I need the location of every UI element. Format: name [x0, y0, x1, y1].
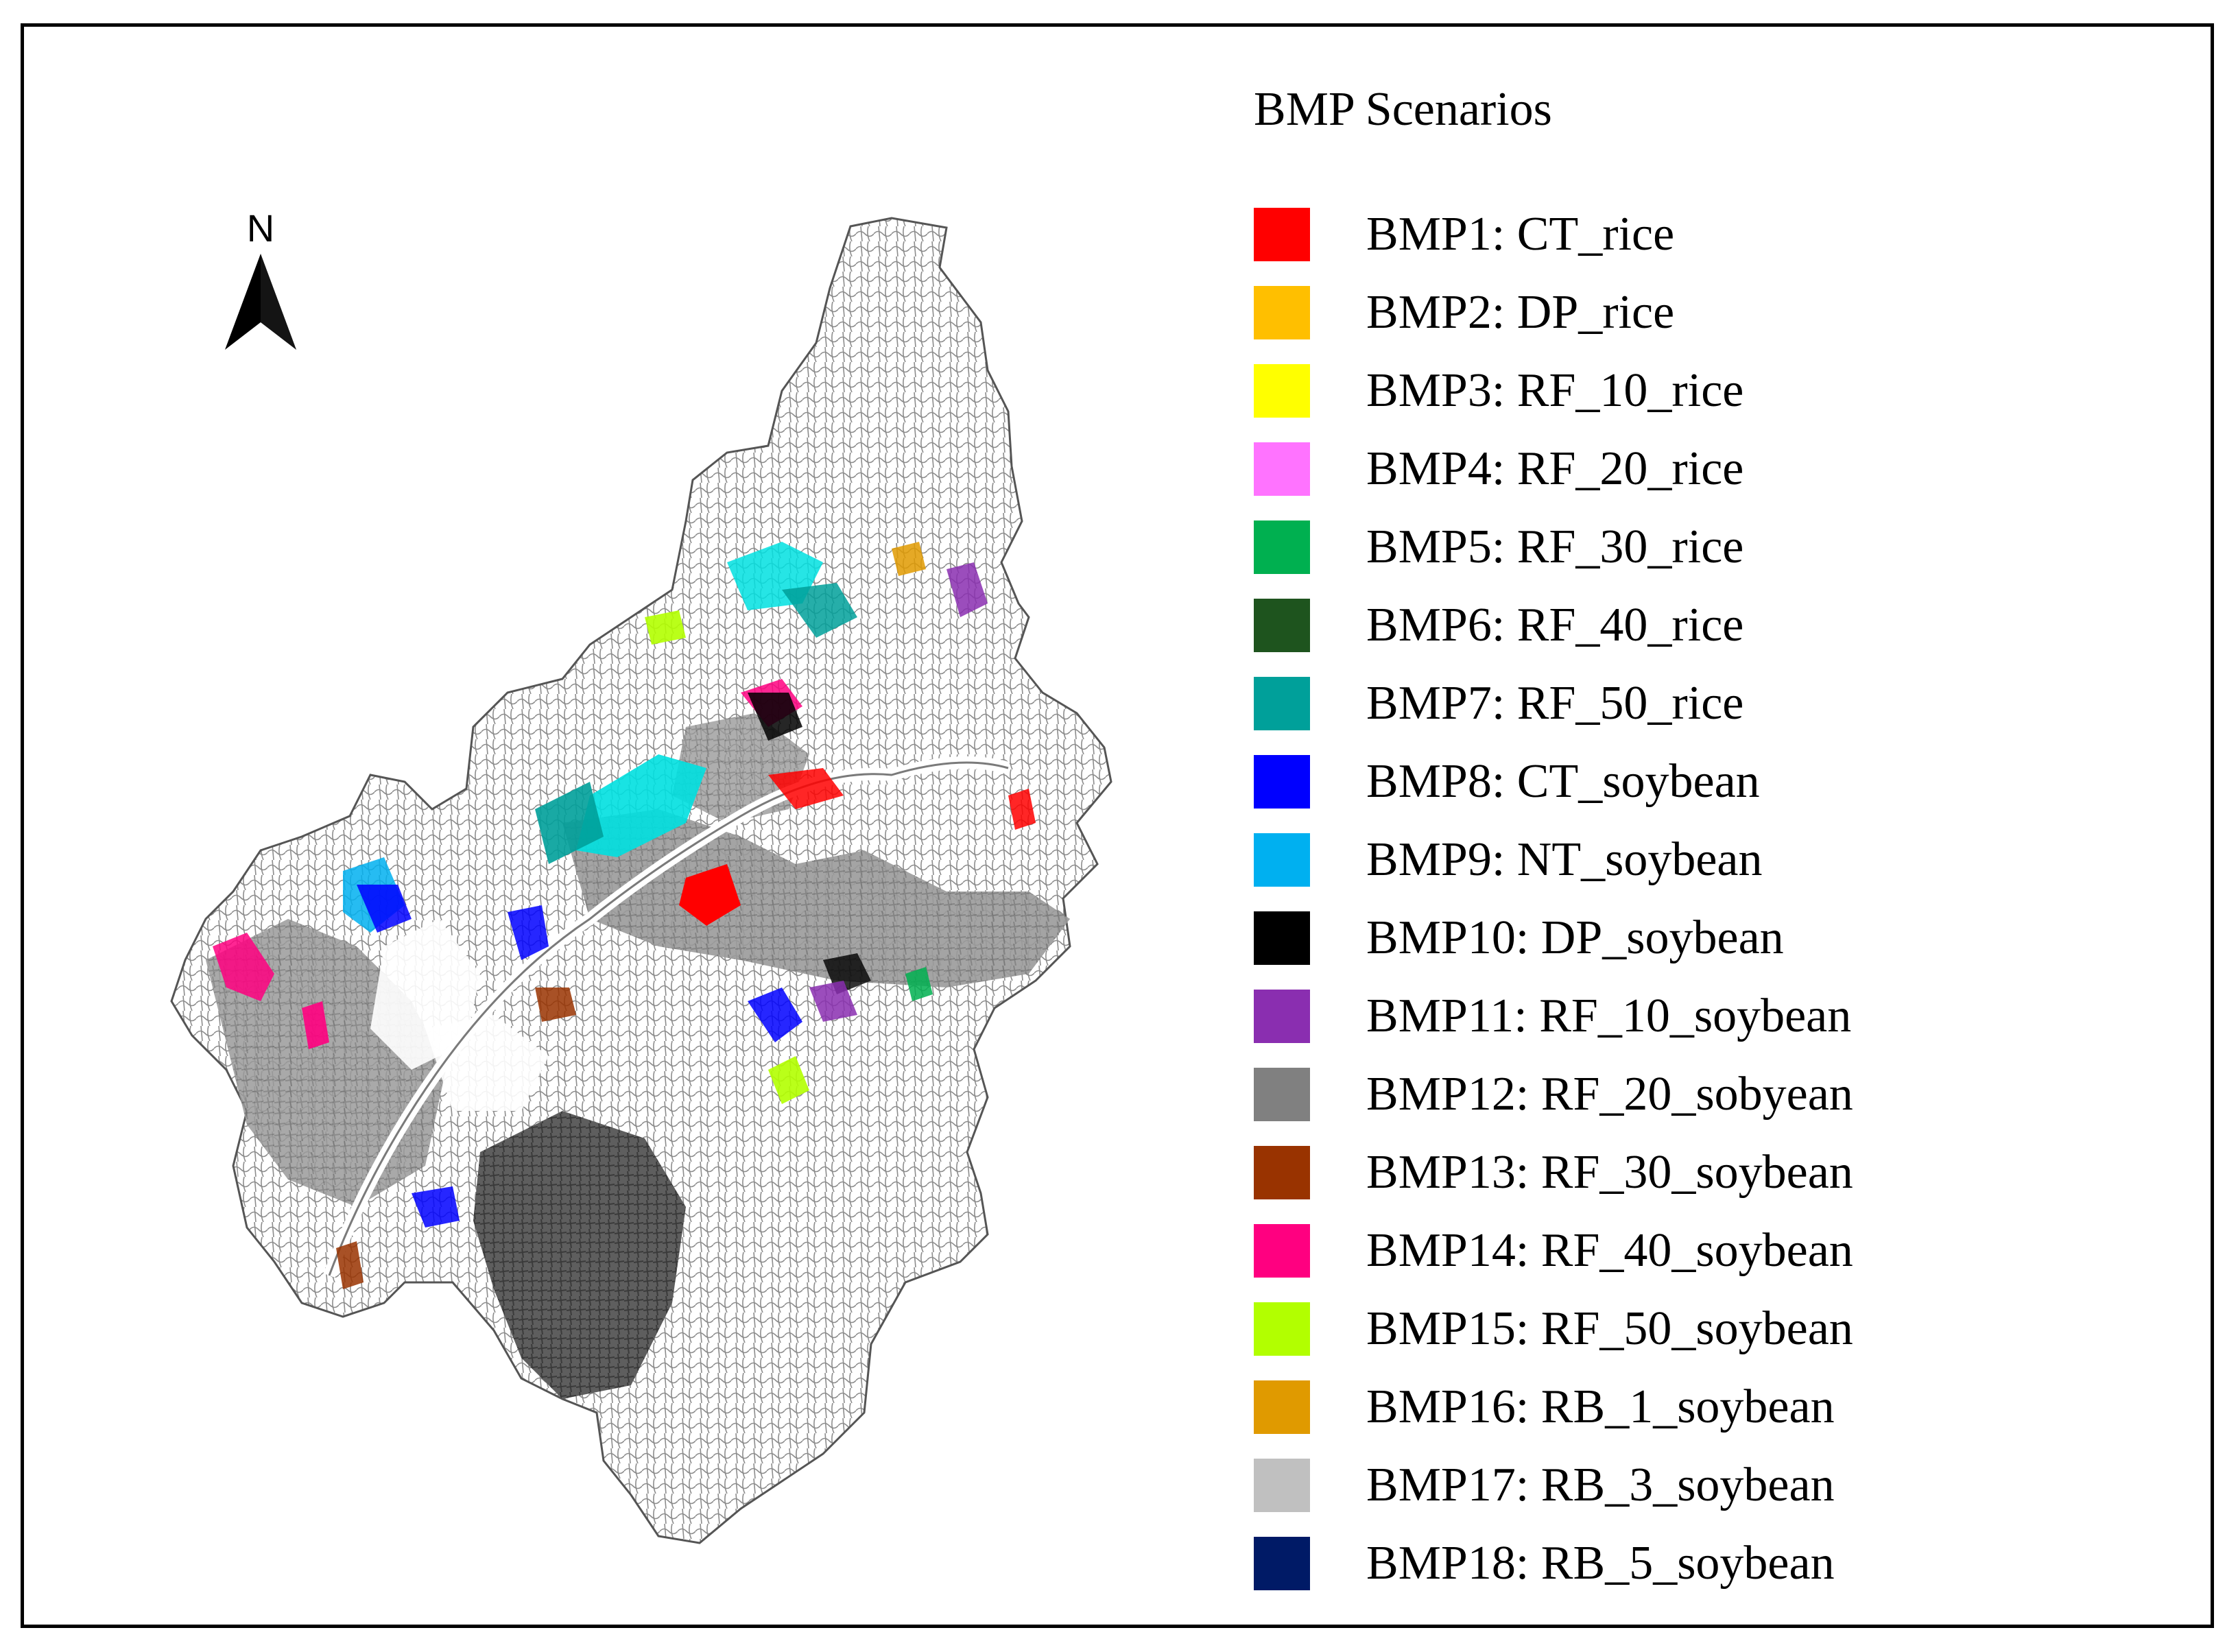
legend-item: BMP4: RF_20_rice — [1254, 430, 2077, 508]
legend-label: BMP6: RF_40_rice — [1366, 599, 1744, 651]
legend-label: BMP16: RB_1_soybean — [1366, 1380, 1835, 1433]
legend-item: BMP1: CT_rice — [1254, 195, 2077, 274]
legend-swatch — [1254, 1224, 1310, 1278]
legend-swatch — [1254, 599, 1310, 652]
legend-items: BMP1: CT_rice BMP2: DP_rice BMP3: RF_10_ri… — [1254, 195, 2077, 1603]
north-arrow-icon — [225, 254, 296, 350]
legend-swatch — [1254, 1459, 1310, 1512]
legend-label: BMP15: RF_50_soybean — [1366, 1302, 1853, 1355]
north-label: N — [246, 206, 275, 250]
legend-swatch — [1254, 677, 1310, 730]
legend-label: BMP10: DP_soybean — [1366, 911, 1784, 964]
legend-swatch — [1254, 286, 1310, 339]
legend-swatch — [1254, 208, 1310, 261]
legend-item: BMP9: NT_soybean — [1254, 821, 2077, 899]
legend-title: BMP Scenarios — [1254, 83, 1552, 136]
legend-swatch — [1254, 755, 1310, 809]
legend-item: BMP8: CT_soybean — [1254, 743, 2077, 821]
legend-label: BMP5: RF_30_rice — [1366, 520, 1744, 573]
legend-label: BMP7: RF_50_rice — [1366, 677, 1744, 730]
legend-item: BMP10: DP_soybean — [1254, 899, 2077, 977]
legend-item: BMP6: RF_40_rice — [1254, 586, 2077, 665]
legend-item: BMP5: RF_30_rice — [1254, 508, 2077, 586]
legend-label: BMP8: CT_soybean — [1366, 755, 1760, 808]
legend-item: BMP13: RF_30_soybean — [1254, 1134, 2077, 1212]
legend-swatch — [1254, 990, 1310, 1043]
legend-item: BMP16: RB_1_soybean — [1254, 1368, 2077, 1446]
legend-swatch — [1254, 1146, 1310, 1199]
legend-swatch — [1254, 1537, 1310, 1590]
legend-label: BMP1: CT_rice — [1366, 208, 1675, 261]
legend-item: BMP15: RF_50_soybean — [1254, 1290, 2077, 1368]
legend-item: BMP11: RF_10_soybean — [1254, 977, 2077, 1055]
legend-label: BMP18: RB_5_soybean — [1366, 1537, 1835, 1590]
legend-swatch — [1254, 1068, 1310, 1121]
legend-label: BMP4: RF_20_rice — [1366, 442, 1744, 495]
legend-label: BMP3: RF_10_rice — [1366, 364, 1744, 417]
legend-swatch — [1254, 442, 1310, 496]
map-legend: BMP Scenarios BMP1: CT_rice BMP2: DP_rice… — [1254, 79, 2077, 1603]
legend-label: BMP2: DP_rice — [1366, 286, 1675, 339]
legend-label: BMP11: RF_10_soybean — [1366, 990, 1852, 1042]
legend-label: BMP17: RB_3_soybean — [1366, 1459, 1835, 1511]
legend-item: BMP3: RF_10_rice — [1254, 352, 2077, 430]
legend-label: BMP14: RF_40_soybean — [1366, 1224, 1853, 1277]
legend-label: BMP9: NT_soybean — [1366, 833, 1763, 886]
legend-swatch — [1254, 911, 1310, 965]
legend-item: BMP14: RF_40_soybean — [1254, 1212, 2077, 1290]
legend-item: BMP17: RB_3_soybean — [1254, 1446, 2077, 1524]
legend-item: BMP2: DP_rice — [1254, 274, 2077, 352]
legend-swatch — [1254, 520, 1310, 574]
legend-swatch — [1254, 1302, 1310, 1356]
legend-swatch — [1254, 364, 1310, 418]
legend-swatch — [1254, 1380, 1310, 1434]
legend-label: BMP12: RF_20_sobyean — [1366, 1068, 1853, 1121]
bmp-patches — [213, 542, 1036, 1289]
legend-label: BMP13: RF_30_soybean — [1366, 1146, 1853, 1199]
legend-swatch — [1254, 833, 1310, 887]
legend-item: BMP12: RF_20_sobyean — [1254, 1055, 2077, 1134]
legend-item: BMP18: RB_5_soybean — [1254, 1524, 2077, 1603]
legend-item: BMP7: RF_50_rice — [1254, 665, 2077, 743]
